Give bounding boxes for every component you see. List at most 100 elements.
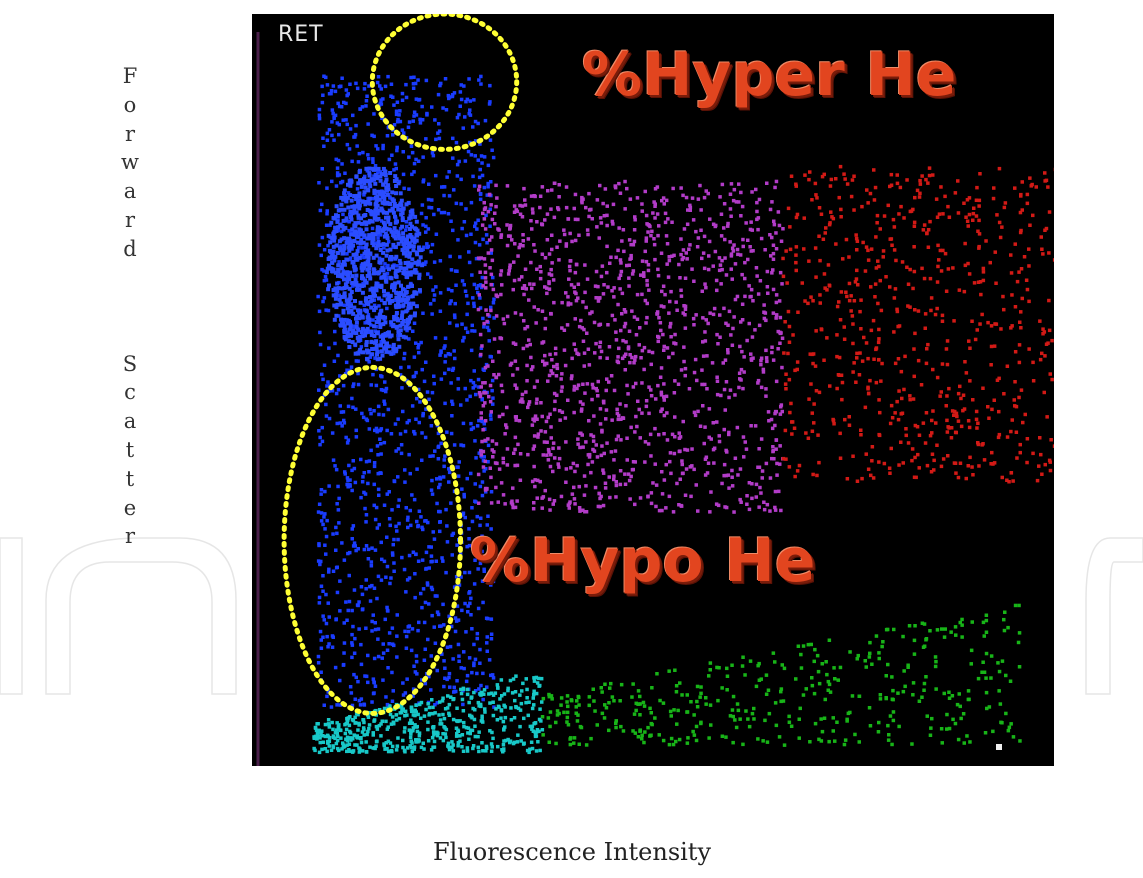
scatter-point — [654, 504, 658, 509]
scatter-point — [387, 157, 392, 162]
scatter-point — [485, 523, 489, 527]
scatter-point — [869, 285, 873, 289]
scatter-point — [566, 303, 570, 307]
scatter-point — [819, 717, 823, 721]
scatter-point — [377, 260, 382, 265]
scatter-point — [774, 231, 778, 235]
scatter-point — [722, 226, 726, 230]
scatter-point — [365, 188, 370, 192]
scatter-point — [930, 716, 934, 721]
scatter-point — [477, 687, 481, 691]
scatter-point — [389, 432, 394, 436]
scatter-point — [362, 233, 367, 238]
scatter-point — [342, 317, 347, 322]
scatter-point — [663, 211, 668, 216]
scatter-point — [968, 455, 972, 460]
scatter-point — [895, 181, 900, 186]
scatter-point — [512, 278, 517, 283]
scatter-point — [541, 733, 545, 737]
scatter-point — [787, 324, 792, 329]
scatter-point — [618, 258, 623, 262]
scatter-point — [565, 323, 570, 327]
scatter-point — [934, 197, 939, 201]
scatter-point — [856, 653, 860, 658]
scatter-point — [388, 247, 393, 252]
scatter-point — [440, 652, 444, 656]
scatter-point — [432, 537, 437, 541]
scatter-point — [332, 238, 337, 243]
scatter-point — [949, 426, 954, 430]
scatter-point — [373, 627, 378, 632]
scatter-point — [338, 609, 342, 613]
scatter-point — [420, 558, 425, 562]
scatter-point — [463, 601, 467, 606]
scatter-point — [612, 295, 616, 299]
scatter-point — [405, 379, 409, 383]
scatter-point — [1048, 372, 1052, 376]
scatter-point — [1009, 253, 1013, 257]
scatter-point — [984, 676, 988, 680]
scatter-point — [576, 713, 580, 717]
scatter-point — [327, 570, 331, 574]
scatter-point — [728, 207, 733, 211]
scatter-point — [614, 483, 619, 488]
scatter-point — [468, 108, 472, 112]
scatter-point — [778, 462, 782, 466]
scatter-point — [886, 203, 890, 208]
scatter-point — [746, 238, 750, 242]
scatter-point — [581, 339, 586, 343]
scatter-point — [859, 327, 863, 331]
scatter-point — [821, 237, 826, 241]
scatter-point — [387, 631, 392, 635]
scatter-point — [924, 675, 928, 679]
scatter-point — [796, 644, 801, 648]
scatter-point — [619, 328, 623, 333]
scatter-point — [482, 567, 486, 572]
scatter-point — [327, 642, 331, 646]
scatter-point — [421, 223, 425, 227]
scatter-point — [928, 629, 932, 633]
scatter-point — [360, 274, 365, 279]
scatter-point — [762, 316, 767, 321]
scatter-point — [674, 342, 678, 346]
scatter-point — [424, 260, 428, 264]
scatter-point — [372, 324, 377, 329]
scatter-point — [443, 401, 447, 406]
scatter-point — [408, 233, 413, 237]
scatter-point — [614, 437, 619, 442]
scatter-point — [1027, 247, 1031, 251]
scatter-point — [864, 341, 869, 345]
scatter-point — [418, 400, 422, 404]
scatter-point — [393, 298, 397, 303]
scatter-point — [465, 749, 470, 753]
scatter-point — [443, 371, 447, 376]
scatter-point — [614, 725, 618, 730]
scatter-point — [363, 321, 367, 325]
scatter-point — [382, 190, 386, 195]
scatter-point — [378, 334, 383, 339]
scatter-point — [468, 394, 472, 399]
scatter-point — [382, 333, 387, 338]
scatter-point — [406, 525, 410, 530]
scatter-point — [489, 637, 494, 641]
scatter-point — [711, 447, 716, 452]
scatter-point — [372, 346, 377, 351]
scatter-point — [977, 232, 982, 236]
scatter-point — [618, 287, 622, 291]
scatter-point — [358, 241, 363, 246]
scatter-point — [324, 592, 328, 597]
scatter-point — [874, 235, 878, 239]
scatter-point — [378, 325, 383, 329]
scatter-point — [424, 137, 428, 141]
scatter-point — [591, 447, 595, 452]
scatter-point — [349, 365, 354, 369]
scatter-point — [381, 642, 385, 646]
scatter-point — [700, 382, 704, 387]
scatter-point — [643, 298, 648, 303]
scatter-point — [485, 635, 489, 639]
scatter-point — [359, 221, 364, 226]
scatter-point — [575, 351, 579, 356]
scatter-point — [513, 690, 518, 694]
scatter-point — [404, 266, 409, 271]
scatter-point — [706, 191, 710, 196]
